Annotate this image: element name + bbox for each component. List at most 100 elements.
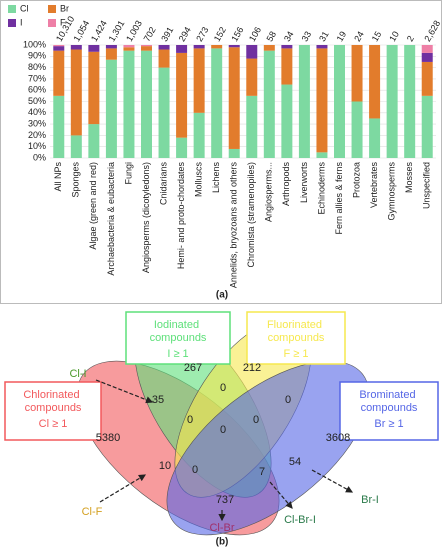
bar-segment bbox=[263, 50, 275, 158]
region-count: 737 bbox=[216, 494, 234, 506]
bar-segment bbox=[386, 45, 398, 158]
region-count: 7 bbox=[259, 466, 265, 478]
legend-swatch bbox=[48, 5, 56, 13]
x-tick-label: Arthropods bbox=[281, 162, 291, 207]
region-count: 0 bbox=[187, 414, 193, 426]
legend-swatch bbox=[48, 19, 56, 27]
x-tick-label: All NPs bbox=[53, 162, 63, 192]
region-count: 0 bbox=[220, 382, 226, 394]
x-tick-label: Archaebacteria & eubacteria bbox=[106, 162, 116, 276]
bar-segment bbox=[228, 148, 240, 158]
bar-segment bbox=[88, 124, 100, 158]
total-label: 34 bbox=[282, 30, 296, 44]
region-label: Cl-Br bbox=[209, 522, 234, 534]
bar-segment bbox=[158, 49, 170, 68]
set-title: Chlorinated compounds bbox=[23, 389, 82, 414]
bar-segment bbox=[123, 50, 135, 158]
y-tick-label: 20% bbox=[28, 130, 46, 140]
bar-segment bbox=[246, 45, 258, 59]
region-label: Cl-F bbox=[82, 506, 103, 518]
total-label: 2 bbox=[405, 34, 416, 43]
bar-segment bbox=[281, 48, 293, 85]
bar-segment bbox=[281, 84, 293, 158]
set-rule: I ≥ 1 bbox=[167, 348, 188, 360]
x-tick-label: Unspecified bbox=[422, 162, 432, 209]
bar-segment bbox=[88, 51, 100, 125]
x-tick-label: Liverworts bbox=[299, 162, 309, 204]
total-label: 58 bbox=[264, 30, 278, 44]
bar-segment bbox=[158, 45, 170, 50]
region-count: 3608 bbox=[326, 432, 350, 444]
region-count: 212 bbox=[243, 362, 261, 374]
bar-segment bbox=[228, 47, 240, 149]
bar-segment bbox=[316, 48, 328, 153]
total-label: 1,424 bbox=[89, 19, 109, 44]
bar-segment bbox=[246, 58, 258, 96]
total-label: 702 bbox=[142, 25, 158, 43]
set-title: Iodinated compounds bbox=[150, 319, 207, 344]
total-label: 391 bbox=[159, 25, 175, 43]
region-count: 54 bbox=[289, 456, 301, 468]
bar-segment bbox=[351, 45, 363, 102]
x-tick-label: Chromista (stramenopiles) bbox=[246, 162, 256, 268]
bar-segment bbox=[281, 45, 293, 49]
bar-segment bbox=[211, 45, 223, 49]
legend-label: F bbox=[60, 17, 66, 27]
x-tick-label: Angiosperms... bbox=[264, 162, 274, 222]
y-tick-label: 60% bbox=[28, 85, 46, 95]
region-count: 267 bbox=[184, 362, 202, 374]
x-tick-label: Molluscs bbox=[194, 162, 204, 198]
total-label: 2,628 bbox=[422, 19, 442, 44]
x-tick-label: Gymnosperms bbox=[387, 162, 397, 221]
total-label: 106 bbox=[247, 25, 263, 43]
bar-segment bbox=[176, 137, 188, 158]
y-tick-label: 50% bbox=[28, 96, 46, 106]
bar-segment bbox=[53, 50, 65, 96]
legend-label: Cl bbox=[20, 3, 29, 13]
bar-segment bbox=[123, 47, 135, 51]
legend-label: Br bbox=[60, 3, 69, 13]
set-box bbox=[125, 311, 231, 365]
total-label: 1,301 bbox=[107, 19, 127, 44]
bar-segment bbox=[316, 152, 328, 158]
y-tick-label: 80% bbox=[28, 62, 46, 72]
venn-set bbox=[166, 360, 370, 536]
bar-segment bbox=[263, 45, 275, 51]
region-label: Br-I bbox=[361, 494, 379, 506]
set-box bbox=[339, 381, 439, 441]
set-title: Brominated compounds bbox=[359, 389, 418, 414]
y-tick-label: 90% bbox=[28, 51, 46, 61]
total-label: 33 bbox=[300, 30, 314, 44]
region-count: 0 bbox=[285, 394, 291, 406]
bar-segment bbox=[53, 45, 65, 47]
total-label: 156 bbox=[229, 25, 245, 43]
x-tick-label: Cnidarians bbox=[158, 162, 168, 206]
bar-segment bbox=[70, 135, 82, 158]
bar-segment bbox=[105, 59, 117, 158]
bar-segment bbox=[141, 45, 152, 47]
bar-segment bbox=[176, 45, 188, 53]
x-tick-label: Angiosperms (dicotyledons) bbox=[141, 162, 151, 273]
bar-segment bbox=[105, 48, 117, 60]
bar-segment bbox=[123, 45, 135, 48]
caption: (b) bbox=[216, 537, 229, 548]
x-tick-label: Mosses bbox=[404, 162, 414, 194]
bar-segment bbox=[334, 45, 345, 158]
total-label: 24 bbox=[352, 30, 366, 44]
x-tick-label: Echinoderms bbox=[316, 162, 326, 215]
bar-segment bbox=[158, 67, 170, 158]
legend-label: I bbox=[20, 17, 23, 27]
x-tick-label: Algae (green and red) bbox=[88, 162, 98, 250]
total-label: 31 bbox=[317, 30, 331, 44]
total-label: 19 bbox=[335, 30, 349, 44]
region-count: 0 bbox=[220, 424, 226, 436]
bar-segment bbox=[70, 45, 82, 50]
y-tick-label: 0% bbox=[33, 152, 46, 162]
x-tick-label: Vertebrates bbox=[369, 162, 379, 209]
bar-segment bbox=[421, 52, 433, 62]
region-label: Cl-Br-I bbox=[284, 514, 316, 526]
total-label: 294 bbox=[177, 25, 193, 43]
pointer-arrow bbox=[99, 474, 147, 503]
set-box bbox=[246, 311, 346, 365]
